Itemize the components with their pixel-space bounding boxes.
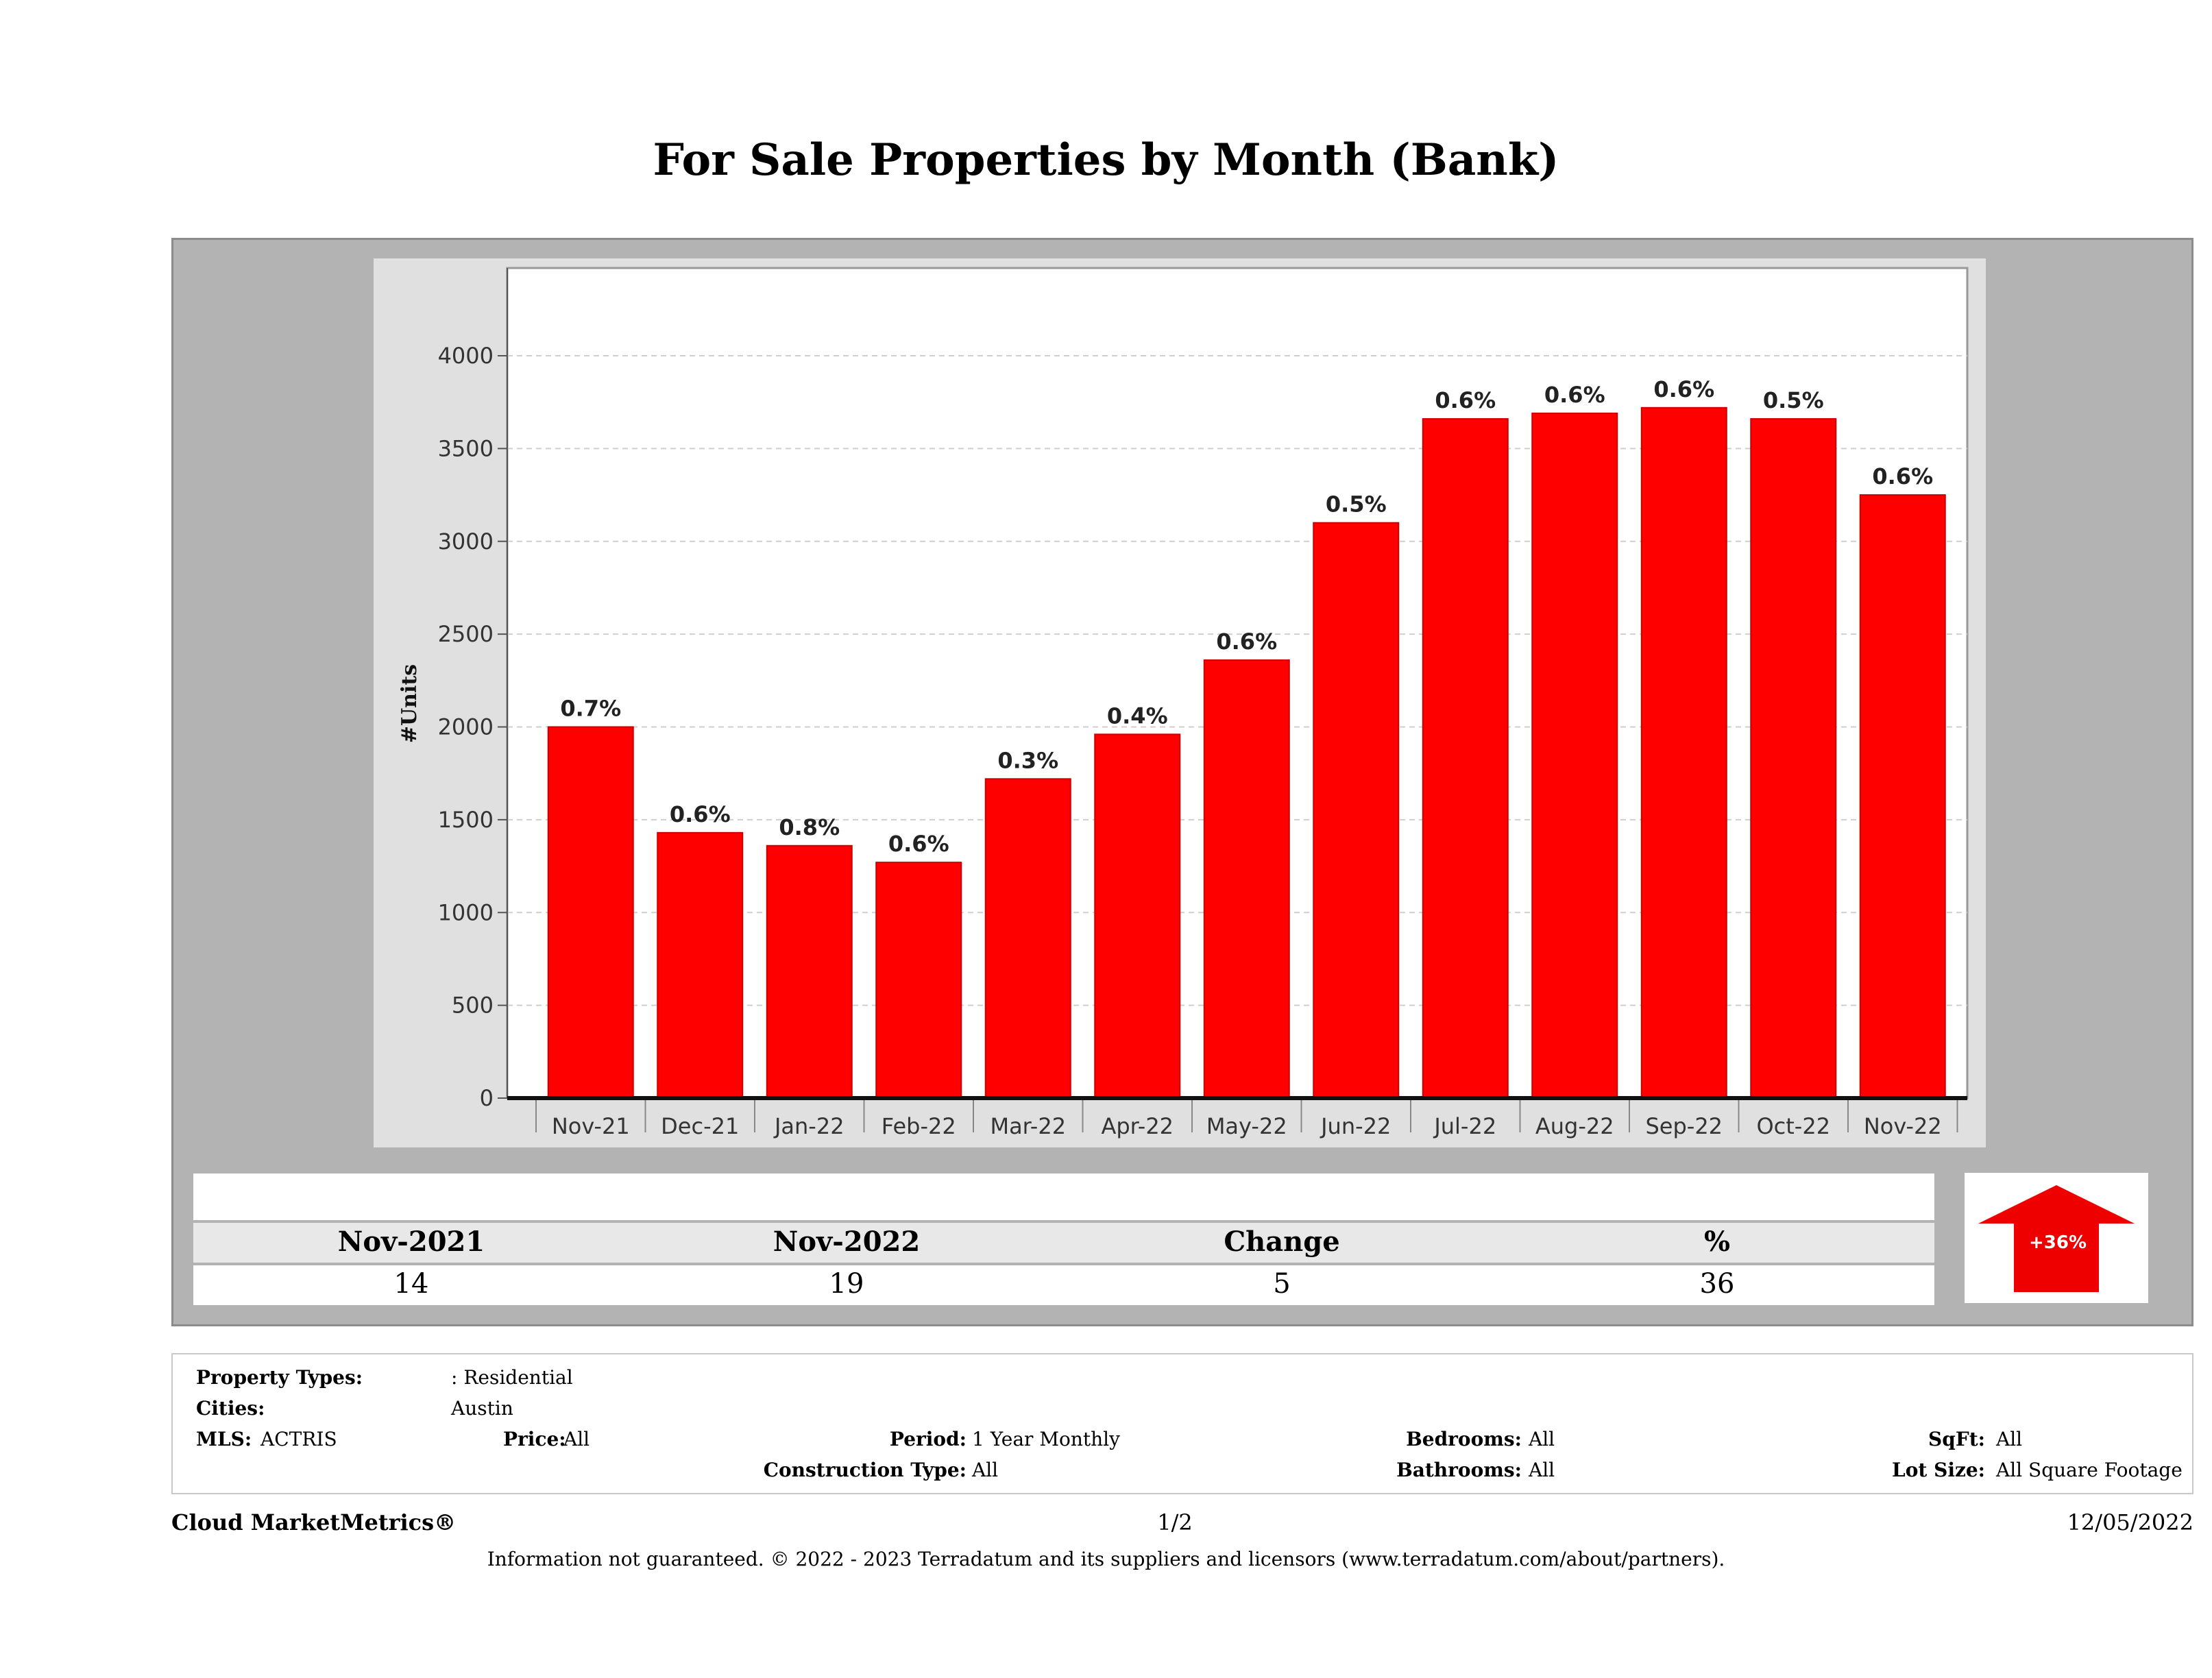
y-axis-title: #Units: [398, 664, 422, 743]
bar: [657, 831, 744, 1099]
bar: [1203, 659, 1290, 1099]
summary-header-start: Nov-2021: [337, 1226, 485, 1258]
cities-label: Cities:: [196, 1397, 265, 1420]
summary-value-end: 19: [829, 1268, 864, 1300]
sqft-label: SqFt:: [1928, 1428, 1985, 1450]
y-tick-label: 3000: [438, 528, 494, 555]
bar: [1422, 418, 1509, 1099]
bathrooms-value: All: [1529, 1459, 1555, 1481]
bedrooms-label: Bedrooms:: [1406, 1428, 1522, 1450]
up-arrow-icon: +36%: [1978, 1185, 2135, 1292]
period-value: 1 Year Monthly: [972, 1428, 1120, 1450]
property-types-value: : Residential: [451, 1366, 573, 1389]
price-label: Price:: [503, 1428, 566, 1450]
lot-size-label: Lot Size:: [1892, 1459, 1985, 1481]
bar: [1531, 412, 1618, 1099]
x-tick-label: Jun-22: [1320, 1113, 1391, 1139]
bar-data-label: 0.8%: [779, 814, 840, 840]
x-tick-label: Mar-22: [990, 1113, 1066, 1139]
summary-value-change: 5: [1273, 1268, 1291, 1300]
y-tick-label: 1500: [438, 807, 494, 833]
bar: [1094, 733, 1181, 1099]
bar-data-label: 0.4%: [1107, 703, 1168, 729]
x-tick-label: Jul-22: [1433, 1113, 1496, 1139]
lot-size-value: All Square Footage: [1996, 1459, 2183, 1481]
bar-data-label: 0.7%: [560, 696, 621, 722]
y-tick-label: 4000: [438, 343, 494, 369]
bar-data-label: 0.6%: [888, 831, 949, 857]
y-tick-label: 2000: [438, 714, 494, 740]
bar: [875, 862, 962, 1099]
bar-data-label: 0.5%: [1326, 491, 1387, 518]
mls-label: MLS:: [196, 1428, 252, 1450]
x-tick-label: Oct-22: [1756, 1113, 1830, 1139]
bar-data-label: 0.3%: [997, 747, 1058, 773]
summary-header-blank: [193, 1174, 1934, 1220]
x-tick-label: Aug-22: [1535, 1113, 1614, 1139]
cities-value: Austin: [451, 1397, 513, 1420]
bar: [1750, 418, 1837, 1099]
x-tick-label: Nov-21: [552, 1113, 630, 1139]
summary-header-end: Nov-2022: [773, 1226, 921, 1258]
report-criteria: [171, 1353, 2193, 1494]
y-tick-label: 1000: [438, 899, 494, 925]
bar-data-label: 0.6%: [1872, 463, 1933, 489]
footer-page-number: 1/2: [1157, 1509, 1193, 1535]
footer-date: 12/05/2022: [2067, 1509, 2193, 1535]
property-types-label: Property Types:: [196, 1366, 363, 1389]
summary-header-percent: %: [1703, 1226, 1730, 1258]
y-tick-label: 0: [480, 1085, 494, 1111]
page-title: For Sale Properties by Month (Bank): [653, 134, 1559, 186]
bar: [984, 778, 1071, 1099]
y-tick-label: 3500: [438, 435, 494, 461]
summary-header-row: [193, 1223, 1934, 1263]
bar: [547, 726, 634, 1099]
x-tick-label: Nov-22: [1864, 1113, 1942, 1139]
construction-type-value: All: [972, 1459, 999, 1481]
summary-value-start: 14: [393, 1268, 429, 1300]
bar-data-label: 0.6%: [1216, 629, 1277, 655]
bar-data-label: 0.6%: [1435, 387, 1496, 413]
x-tick-label: Dec-21: [661, 1113, 739, 1139]
footer-brand: Cloud MarketMetrics®: [171, 1509, 457, 1535]
bar: [1640, 406, 1727, 1099]
x-tick-label: Sep-22: [1645, 1113, 1723, 1139]
price-value: All: [563, 1428, 590, 1450]
bar: [1313, 522, 1400, 1099]
bar-chart: 0 500 1000 1500 2000 2500 3000 3500 4000 0.7% Nov-…: [398, 267, 1969, 1139]
footer-disclaimer: Information not guaranteed. © 2022 - 202…: [487, 1548, 1725, 1570]
y-tick-label: 500: [452, 993, 494, 1019]
x-tick-label: Apr-22: [1101, 1113, 1174, 1139]
sqft-value: All: [1996, 1428, 2023, 1450]
bar-data-label: 0.6%: [670, 801, 731, 827]
summary-value-percent: 36: [1699, 1268, 1735, 1300]
bar-data-label: 0.6%: [1544, 382, 1605, 408]
summary-value-row: [193, 1265, 1934, 1305]
bar: [766, 844, 853, 1099]
bar-data-label: 0.5%: [1763, 387, 1824, 413]
bathrooms-label: Bathrooms:: [1396, 1459, 1522, 1481]
bedrooms-value: All: [1529, 1428, 1555, 1450]
trend-badge-label: +36%: [2029, 1232, 2087, 1253]
period-label: Period:: [889, 1428, 967, 1450]
x-tick-label: Jan-22: [773, 1113, 844, 1139]
construction-type-label: Construction Type:: [763, 1459, 967, 1481]
x-tick-label: May-22: [1206, 1113, 1287, 1139]
bar-data-label: 0.6%: [1653, 376, 1714, 402]
mls-value: ACTRIS: [260, 1428, 337, 1450]
bar: [1859, 494, 1946, 1099]
x-tick-label: Feb-22: [882, 1113, 956, 1139]
y-tick-label: 2500: [438, 621, 494, 647]
summary-header-change: Change: [1224, 1226, 1340, 1258]
up-arrow-shape: [1978, 1185, 2135, 1292]
